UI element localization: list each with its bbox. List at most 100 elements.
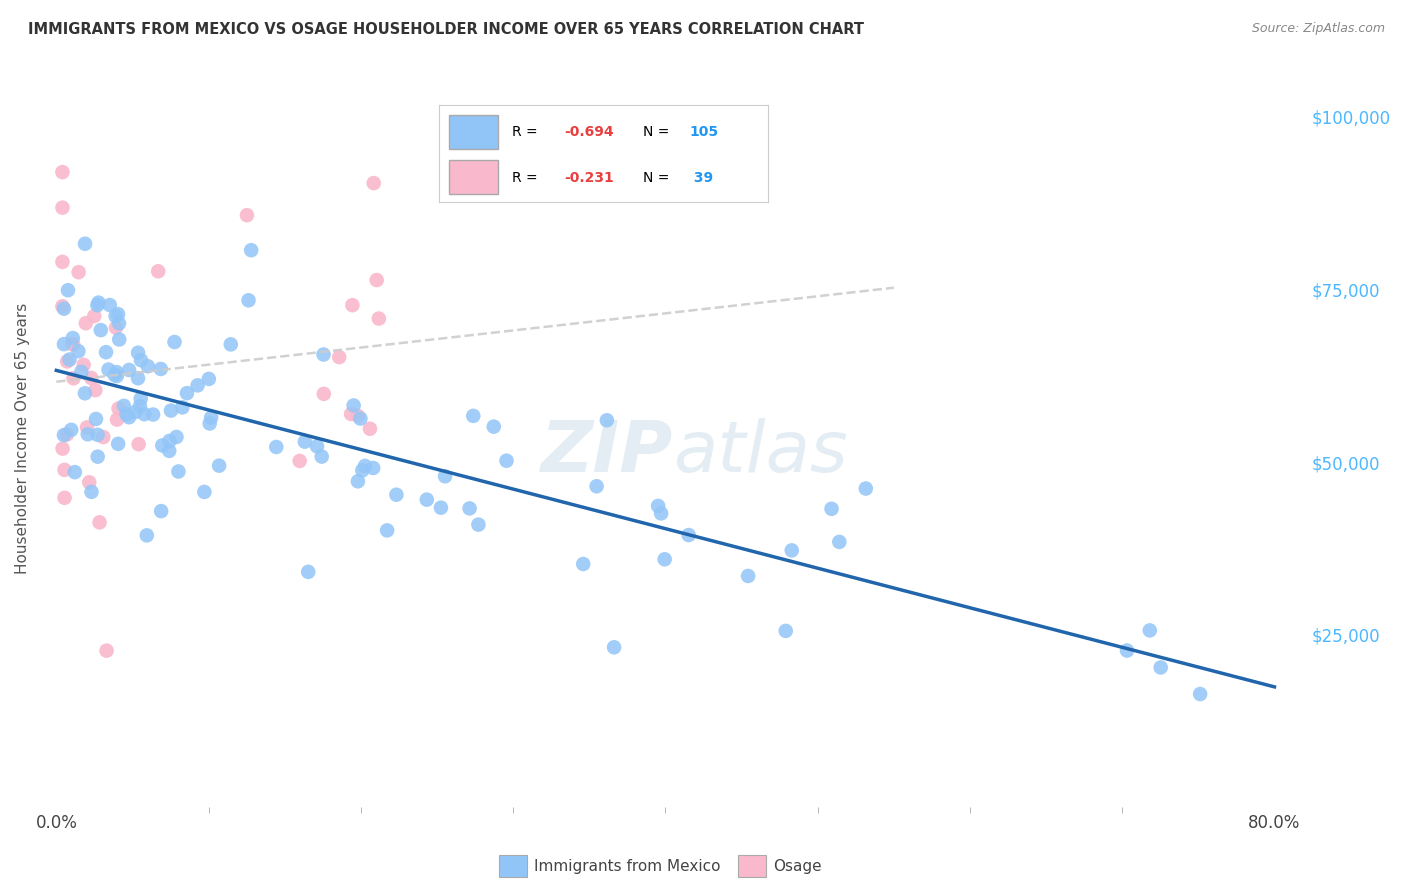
Point xyxy=(51,299,73,313)
Point xyxy=(775,624,797,638)
Point xyxy=(176,386,198,401)
Point xyxy=(236,208,259,222)
Point xyxy=(108,333,131,347)
Point xyxy=(129,392,152,406)
Point xyxy=(430,500,453,515)
Point xyxy=(62,371,84,385)
Point xyxy=(118,363,141,377)
Point xyxy=(63,465,86,479)
Point xyxy=(359,422,381,436)
Point xyxy=(86,298,108,312)
Text: IMMIGRANTS FROM MEXICO VS OSAGE HOUSEHOLDER INCOME OVER 65 YEARS CORRELATION CHA: IMMIGRANTS FROM MEXICO VS OSAGE HOUSEHOL… xyxy=(28,22,865,37)
Point xyxy=(159,434,181,448)
Point xyxy=(654,552,676,566)
Point xyxy=(240,243,263,257)
Y-axis label: Householder Income Over 65 years: Householder Income Over 65 years xyxy=(15,302,30,574)
Point xyxy=(108,317,131,331)
Point xyxy=(1150,660,1173,674)
Text: atlas: atlas xyxy=(673,418,848,487)
Point xyxy=(136,359,159,374)
Point xyxy=(198,372,221,386)
Point xyxy=(1116,643,1139,657)
Point xyxy=(52,301,75,316)
Point xyxy=(347,475,370,489)
Point xyxy=(208,458,231,473)
Point xyxy=(780,543,803,558)
Point xyxy=(127,345,149,359)
Point xyxy=(603,640,626,655)
Point xyxy=(51,165,73,179)
Point xyxy=(172,401,194,415)
Point xyxy=(193,485,215,500)
Point xyxy=(458,501,481,516)
Point xyxy=(482,419,505,434)
Point xyxy=(86,450,108,464)
Point xyxy=(128,437,150,451)
Point xyxy=(53,491,76,505)
Point xyxy=(124,405,146,419)
Point xyxy=(56,354,79,368)
Point xyxy=(104,309,127,323)
Point xyxy=(96,643,118,657)
Point xyxy=(76,420,98,434)
Point xyxy=(142,408,165,422)
Point xyxy=(51,201,73,215)
Point xyxy=(134,407,156,421)
Point xyxy=(294,434,316,449)
Point xyxy=(107,437,129,451)
Point xyxy=(297,565,319,579)
Point xyxy=(53,463,76,477)
Point xyxy=(52,337,75,351)
Point xyxy=(288,454,311,468)
Point xyxy=(647,499,669,513)
Point xyxy=(678,528,700,542)
Point xyxy=(495,453,517,467)
Point xyxy=(149,362,172,376)
Point xyxy=(312,347,335,361)
Point xyxy=(87,295,110,310)
Point xyxy=(585,479,607,493)
Point xyxy=(198,417,221,431)
Point xyxy=(80,484,103,499)
Point xyxy=(86,427,108,442)
Point xyxy=(52,428,75,442)
Point xyxy=(89,516,111,530)
Point xyxy=(115,408,138,422)
Point xyxy=(434,469,457,483)
Point xyxy=(73,386,96,401)
Point xyxy=(385,488,408,502)
Point xyxy=(107,401,129,416)
Point xyxy=(160,403,183,417)
Point xyxy=(366,273,388,287)
Point xyxy=(75,316,97,330)
Point xyxy=(238,293,260,308)
Point xyxy=(60,423,83,437)
Point xyxy=(855,482,877,496)
Point xyxy=(67,344,90,359)
Point xyxy=(163,334,186,349)
Point xyxy=(98,298,121,312)
Point xyxy=(127,371,149,385)
Point xyxy=(375,524,398,538)
Point xyxy=(650,507,672,521)
Point xyxy=(56,283,79,297)
Point xyxy=(367,311,389,326)
Point xyxy=(76,427,98,442)
Point xyxy=(91,430,114,444)
Point xyxy=(105,412,128,426)
Point xyxy=(90,323,112,337)
Point xyxy=(416,492,439,507)
Point xyxy=(311,450,333,464)
Point xyxy=(266,440,288,454)
Point xyxy=(67,265,90,279)
Point xyxy=(73,236,96,251)
Point xyxy=(97,362,120,376)
Text: Osage: Osage xyxy=(773,859,823,873)
Point xyxy=(328,350,350,364)
Text: Source: ZipAtlas.com: Source: ZipAtlas.com xyxy=(1251,22,1385,36)
Point xyxy=(94,345,117,359)
Point xyxy=(84,383,107,397)
Point xyxy=(80,371,103,385)
Point xyxy=(200,410,222,425)
Point xyxy=(107,307,129,321)
